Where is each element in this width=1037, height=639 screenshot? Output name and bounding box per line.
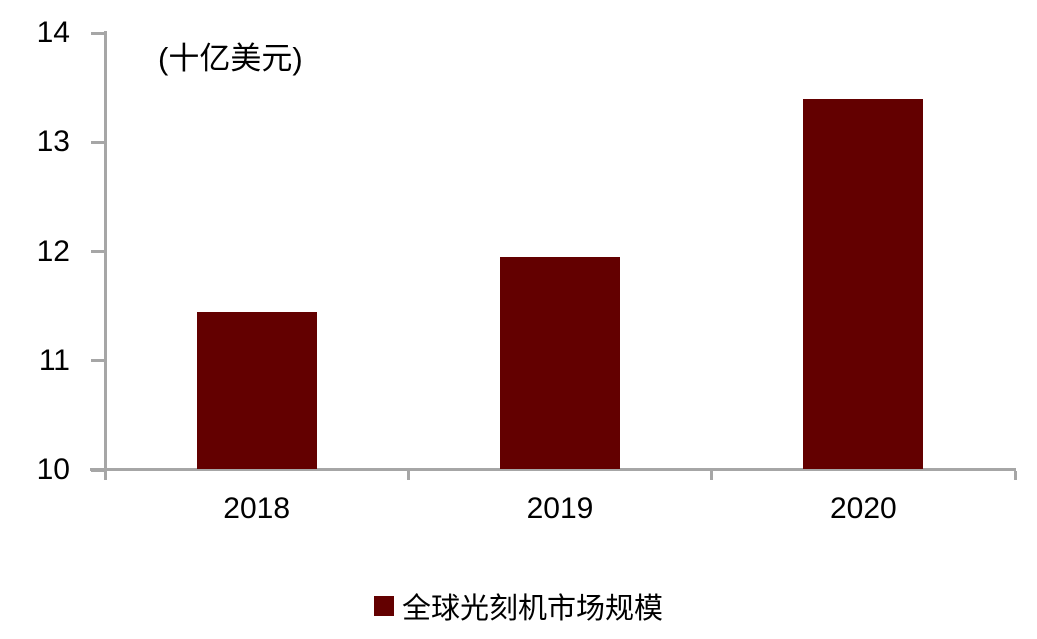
legend-label: 全球光刻机市场规模 bbox=[401, 593, 663, 625]
y-axis-line bbox=[104, 31, 107, 471]
legend-swatch-icon bbox=[373, 596, 394, 616]
x-tick-mark bbox=[103, 471, 107, 480]
y-tick-label: 14 bbox=[36, 16, 70, 49]
y-tick-mark bbox=[91, 468, 105, 472]
y-tick-mark bbox=[91, 140, 105, 144]
x-tick-mark bbox=[406, 471, 410, 480]
legend: 全球光刻机市场规模 bbox=[0, 585, 1037, 627]
bar-2019 bbox=[500, 256, 620, 469]
x-tick-mark bbox=[1013, 471, 1017, 480]
y-tick-mark bbox=[91, 250, 105, 253]
bar-2018 bbox=[196, 311, 317, 469]
x-tick-label: 2020 bbox=[829, 492, 897, 525]
y-tick-label: 10 bbox=[36, 453, 70, 486]
x-tick-label: 2018 bbox=[223, 492, 291, 525]
chart-title: (十亿美元) bbox=[158, 41, 303, 76]
x-tick-label: 2019 bbox=[526, 492, 594, 525]
y-tick-mark bbox=[91, 31, 105, 35]
bar-2020 bbox=[803, 98, 924, 469]
y-tick-label: 11 bbox=[38, 343, 70, 377]
y-tick-mark bbox=[91, 359, 105, 363]
x-axis-line bbox=[90, 468, 1016, 471]
y-tick-label: 13 bbox=[36, 125, 70, 159]
y-tick-label: 12 bbox=[36, 234, 70, 268]
x-tick-mark bbox=[710, 471, 714, 480]
